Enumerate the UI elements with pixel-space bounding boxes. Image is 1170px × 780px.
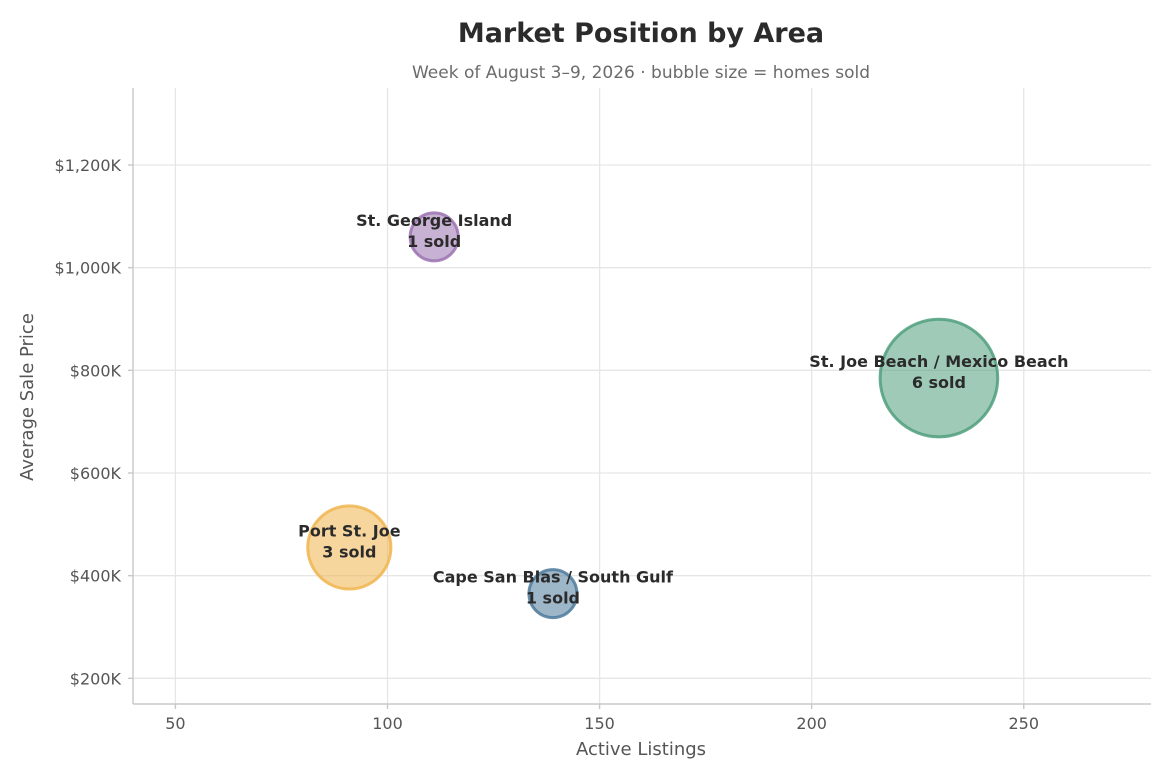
bubble-area-label: St. Joe Beach / Mexico Beach [809, 352, 1068, 371]
x-tick-label: 200 [796, 714, 827, 733]
y-tick-label: $400K [70, 567, 122, 586]
bubble [408, 211, 460, 263]
bubble-sold-label: 1 sold [526, 589, 580, 608]
bubble-area-label: St. George Island [356, 211, 512, 230]
bubble-area-label: Cape San Blas / South Gulf [433, 568, 674, 587]
chart-title: Market Position by Area [458, 18, 824, 49]
bubble [878, 317, 1000, 439]
bubbles [306, 211, 1000, 620]
y-tick-label: $1,000K [55, 259, 122, 278]
bubble-sold-label: 6 sold [912, 373, 966, 392]
bubble [527, 568, 579, 620]
x-axis-label: Active Listings [576, 739, 706, 760]
bubble-area-label: Port St. Joe [298, 521, 401, 540]
x-tick-label: 100 [372, 714, 403, 733]
axes [128, 88, 1151, 709]
bubble-labels: St. George Island 1 sold St. Joe Beach / M… [298, 211, 1068, 608]
y-tick-label: $200K [70, 669, 122, 688]
tick-labels: 50 100 150 200 250 $200K $400K $600K $800K $1,000… [55, 156, 1040, 733]
chart-subtitle: Week of August 3–9, 2026 · bubble size =… [412, 63, 870, 83]
y-tick-label: $1,200K [55, 156, 122, 175]
grid [133, 88, 1151, 704]
x-tick-label: 50 [165, 714, 185, 733]
x-tick-label: 150 [584, 714, 615, 733]
y-axis-label: Average Sale Price [17, 313, 38, 481]
bubble [306, 504, 393, 591]
y-tick-label: $600K [70, 464, 122, 483]
bubble-sold-label: 3 sold [322, 542, 376, 561]
y-tick-label: $800K [70, 361, 122, 380]
bubble-sold-label: 1 sold [407, 232, 461, 251]
x-tick-label: 250 [1008, 714, 1039, 733]
